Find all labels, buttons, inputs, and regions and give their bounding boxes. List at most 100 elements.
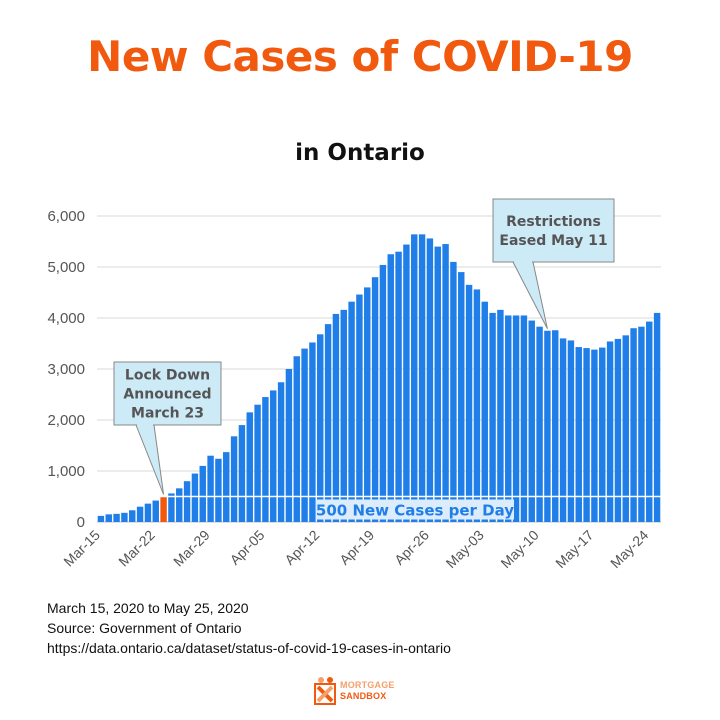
callout-text: March 23 <box>131 406 204 422</box>
bar <box>160 496 167 522</box>
logo-line2: SANDBOX <box>340 691 387 701</box>
bar <box>324 324 332 522</box>
bar <box>575 347 582 522</box>
bar <box>223 452 230 522</box>
y-tick-label: 3,000 <box>47 361 85 378</box>
x-tick-label: Apr-05 <box>227 527 268 568</box>
callout-text: Lock Down <box>125 368 210 384</box>
bar <box>552 330 559 522</box>
y-tick-label: 2,000 <box>47 412 85 429</box>
bar <box>520 315 528 522</box>
y-tick-label: 5,000 <box>47 259 85 276</box>
bar <box>356 294 363 522</box>
y-tick-label: 6,000 <box>47 208 85 225</box>
bars <box>97 234 661 523</box>
bar <box>395 251 402 522</box>
bar <box>144 503 152 522</box>
bar <box>512 315 520 522</box>
bar <box>207 455 214 522</box>
bar <box>364 287 371 522</box>
y-tick-label: 4,000 <box>47 310 85 327</box>
bar <box>136 506 144 522</box>
mortgage-sandbox-logo: MORTGAGE SANDBOX <box>313 676 413 708</box>
x-tick-label: Mar-22 <box>115 527 158 570</box>
callout-text: Restrictions <box>506 214 601 230</box>
annotation-callout: Restrictions Eased May 11 <box>492 198 615 329</box>
source-text: Source: Government of Ontario <box>47 620 242 636</box>
bar <box>606 341 614 522</box>
callout-text: Eased May 11 <box>499 233 607 249</box>
bar <box>489 312 496 522</box>
bar <box>168 493 175 522</box>
bar <box>418 234 426 523</box>
bar <box>105 514 112 522</box>
bar <box>301 348 308 522</box>
bar <box>458 272 465 522</box>
bar <box>317 334 324 522</box>
callout-text: Announced <box>123 387 211 403</box>
bar <box>473 289 481 522</box>
bar <box>653 312 661 522</box>
source-notes: March 15, 2020 to May 25, 2020 Source: G… <box>47 598 451 658</box>
x-tick-label: Apr-19 <box>336 527 377 568</box>
bar <box>442 244 449 523</box>
y-tick-label: 0 <box>77 514 85 531</box>
callout-box <box>113 361 222 426</box>
x-tick-label: May-10 <box>497 527 541 571</box>
bar <box>528 320 535 522</box>
x-tick-label: May-03 <box>443 527 487 571</box>
bar-chart: 0 1,000 2,000 3,000 4,000 5,000 6,000 500 New … <box>47 198 661 571</box>
bar <box>254 404 261 522</box>
bar <box>622 335 629 522</box>
x-tick-label: May-17 <box>552 527 596 571</box>
bar <box>113 513 120 522</box>
bar <box>129 510 136 522</box>
bar <box>176 488 183 522</box>
x-tick-label: Apr-12 <box>281 527 322 568</box>
bar <box>230 436 238 522</box>
bar <box>599 347 606 522</box>
bar <box>403 244 410 522</box>
bar <box>497 309 504 522</box>
bar <box>646 321 653 522</box>
bar <box>411 234 418 523</box>
bar <box>505 315 512 522</box>
y-tick-label: 1,000 <box>47 463 85 480</box>
bar <box>121 512 128 522</box>
bar <box>630 328 637 522</box>
bar <box>434 246 441 522</box>
bar <box>199 465 206 522</box>
reference-label-bg <box>316 499 514 520</box>
x-tick-label: May-24 <box>607 527 651 571</box>
callout-pointer <box>135 424 165 495</box>
callout-box <box>492 198 615 263</box>
bar <box>591 349 598 522</box>
bar <box>183 481 191 522</box>
bar <box>262 397 269 522</box>
logo-icon <box>314 677 336 705</box>
bar <box>270 390 277 522</box>
bar <box>536 326 543 522</box>
bar <box>97 515 105 522</box>
logo-line1: MORTGAGE <box>340 680 395 690</box>
bar <box>481 301 488 522</box>
x-tick-label: Mar-29 <box>170 527 213 570</box>
bar <box>293 356 300 522</box>
bar <box>277 382 285 522</box>
date-range-text: March 15, 2020 to May 25, 2020 <box>47 600 249 616</box>
y-axis: 0 1,000 2,000 3,000 4,000 5,000 6,000 <box>47 208 85 531</box>
reference-line: 500 New Cases per Day <box>97 495 661 520</box>
bar <box>465 284 473 522</box>
x-axis: Mar-15 Mar-22 Mar-29 Apr-05 Apr-12 Apr-19 Apr-… <box>60 527 651 571</box>
bar <box>246 412 253 522</box>
chart-title: New Cases of COVID-19 <box>87 32 633 81</box>
bar <box>332 313 340 522</box>
annotations: Lock Down Announced March 23 Restrictions Ea… <box>113 198 615 495</box>
reference-line-label: 500 New Cases per Day <box>316 502 514 520</box>
bar <box>583 348 590 522</box>
x-tick-label: Mar-15 <box>60 527 103 570</box>
bar <box>544 330 551 522</box>
bar <box>215 458 222 522</box>
bar <box>379 264 387 522</box>
bar <box>340 309 347 522</box>
